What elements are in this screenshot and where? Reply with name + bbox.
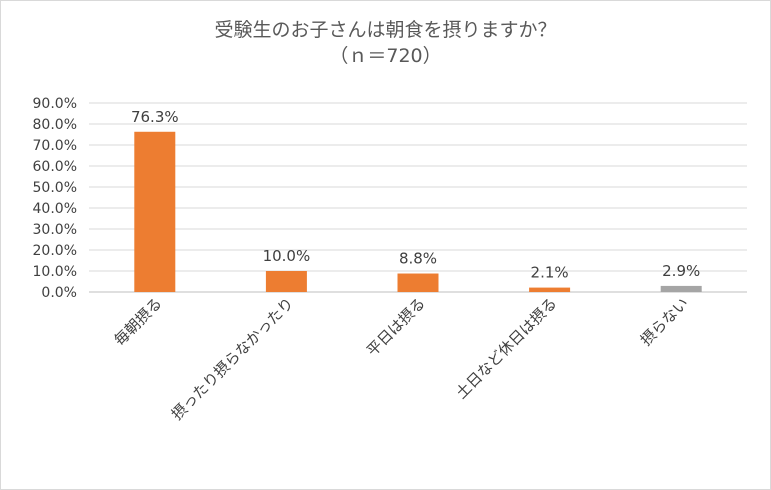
data-label: 2.9% — [662, 262, 700, 280]
y-tick-label: 10.0% — [33, 264, 77, 280]
y-tick-label: 50.0% — [33, 180, 77, 196]
gridlines — [89, 102, 747, 293]
y-tick-label: 80.0% — [33, 117, 77, 133]
y-tick-label: 40.0% — [33, 201, 77, 217]
category-label: 土日など休日は摂る — [452, 294, 560, 402]
bar — [660, 285, 702, 292]
data-label: 8.8% — [399, 250, 437, 268]
category-label: 摂ったり摂らなかったり — [168, 294, 297, 423]
y-axis-ticks: 0.0% 10.0% 20.0% 30.0% 40.0% 50.0% 60.0% 70.0% 8… — [33, 96, 77, 301]
category-label: 毎朝摂る — [110, 294, 165, 349]
y-tick-label: 30.0% — [33, 222, 77, 238]
chart-title: 受験生のお子さんは朝食を摂りますか？ — [214, 19, 557, 41]
data-labels: 76.3% 10.0% 8.8% 2.1% 2.9% — [131, 108, 700, 282]
y-tick-label: 0.0% — [41, 285, 77, 301]
data-label: 2.1% — [531, 264, 569, 282]
data-label: 76.3% — [131, 108, 179, 126]
chart-subtitle: （ｎ＝720） — [329, 45, 442, 67]
y-tick-label: 20.0% — [33, 243, 77, 259]
bar — [265, 271, 307, 292]
data-label: 10.0% — [263, 247, 311, 265]
bar — [134, 131, 176, 292]
bar — [529, 287, 571, 292]
bars — [134, 131, 702, 292]
y-tick-label: 90.0% — [33, 96, 77, 112]
category-label: 摂らない — [637, 294, 692, 349]
chart-title-block: 受験生のお子さんは朝食を摂りますか？ （ｎ＝720） — [1, 17, 770, 69]
y-tick-label: 70.0% — [33, 138, 77, 154]
category-labels: 毎朝摂る 摂ったり摂らなかったり 平日は摂る 土日など休日は摂る 摂らない — [110, 294, 692, 423]
category-label: 平日は摂る — [363, 294, 429, 360]
y-tick-label: 60.0% — [33, 159, 77, 175]
bar — [397, 273, 439, 292]
